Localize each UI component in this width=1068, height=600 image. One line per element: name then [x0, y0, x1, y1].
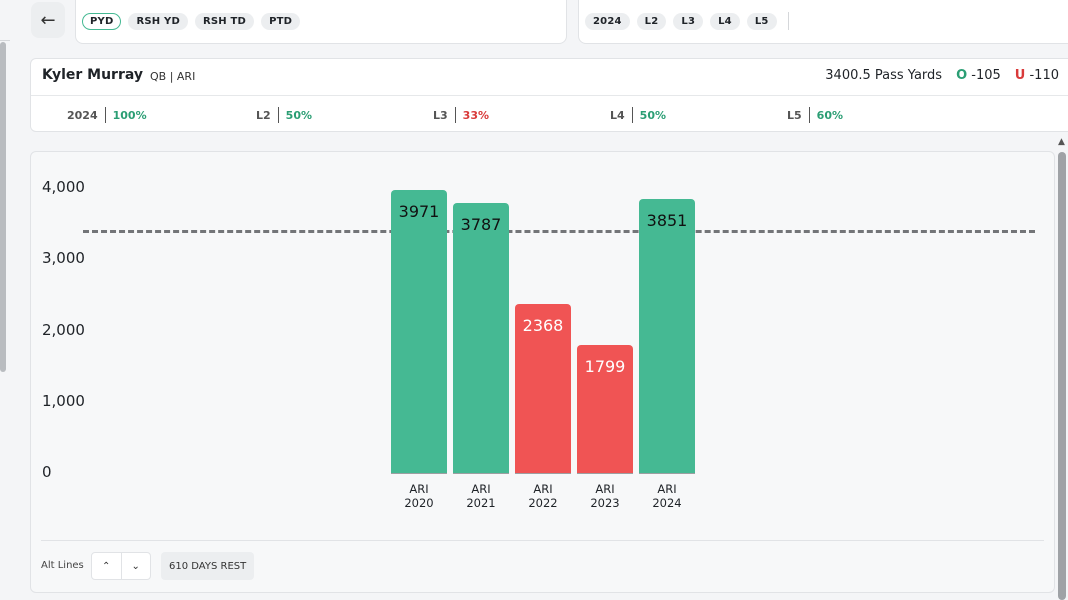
bar-value-label: 2368	[522, 316, 564, 336]
bar-value-label: 1799	[584, 356, 626, 376]
hit-rate-label: L4	[610, 108, 625, 122]
y-tick-label: 2,000	[42, 320, 85, 339]
y-tick-label: 3,000	[42, 249, 85, 268]
x-tick-year: 2021	[466, 496, 496, 510]
x-tick-year: 2020	[404, 496, 434, 510]
chart-card: 4,000 3,000 2,000 1,000 0 ARI 2020 ARI 2021 ARI 20…	[30, 151, 1055, 593]
back-button[interactable]: ←	[31, 2, 65, 38]
left-scrollbar[interactable]	[0, 42, 6, 372]
x-tick-label: ARI 2023	[575, 482, 635, 510]
hit-rate-l3: L3 33%	[433, 107, 489, 123]
over-odds[interactable]: O -105	[956, 68, 1001, 83]
hit-rate-label: 2024	[67, 108, 98, 122]
arrow-left-icon: ←	[40, 9, 56, 31]
hit-rate-value: 60%	[816, 108, 844, 122]
hit-rate-label: L2	[256, 108, 271, 122]
tab-l5[interactable]: L5	[746, 12, 777, 30]
rest-badge: 610 DAYS REST	[161, 552, 255, 580]
player-meta: QB | ARI	[150, 70, 196, 83]
hit-rate-label: L5	[787, 108, 802, 122]
tab-rsh-yd[interactable]: RSH YD	[128, 12, 188, 30]
bar-value-label: 3787	[460, 215, 502, 235]
x-tick-team: ARI	[533, 482, 553, 496]
tab-l2[interactable]: L2	[636, 12, 667, 30]
x-tick-label: ARI 2022	[513, 482, 573, 510]
x-tick-year: 2023	[590, 496, 620, 510]
hit-rate-l4: L4 50%	[610, 107, 666, 123]
hit-rate-separator	[631, 107, 633, 123]
bar-ari-2021[interactable]: 3787	[453, 203, 509, 473]
period-tabs: 2024 L2 L3 L4 L5	[579, 0, 1068, 43]
bar-value-label: 3971	[398, 202, 440, 222]
tab-pyd[interactable]: PYD	[82, 12, 122, 30]
y-tick-label: 0	[42, 463, 52, 481]
tab-divider	[787, 12, 789, 30]
bar-value-label: 3851	[646, 210, 688, 230]
bar-ari-2020[interactable]: 3971	[391, 190, 447, 473]
over-label: O	[956, 68, 968, 83]
bar-ari-2024[interactable]: 3851	[639, 198, 695, 473]
hit-rate-2024: 2024 100%	[67, 107, 147, 123]
period-tabs-panel: 2024 L2 L3 L4 L5	[578, 0, 1068, 44]
x-tick-team: ARI	[595, 482, 615, 496]
prop-line: 3400.5 Pass Yards O -105 U -110	[825, 68, 1059, 83]
x-tick-team: ARI	[471, 482, 491, 496]
tab-l4[interactable]: L4	[710, 12, 740, 30]
x-tick-label: ARI 2021	[451, 482, 511, 510]
bar-ari-2022[interactable]: 2368	[515, 304, 571, 473]
bar-ari-2023[interactable]: 1799	[577, 344, 633, 473]
hit-rate-separator	[277, 107, 279, 123]
x-tick-year: 2022	[528, 496, 558, 510]
stat-tabs: PYD RSH YD RSH TD PTD	[76, 0, 566, 43]
hit-rate-l2: L2 50%	[256, 107, 312, 123]
tab-rsh-td[interactable]: RSH TD	[194, 12, 255, 30]
hit-rate-l5: L5 60%	[787, 107, 843, 123]
over-odds-value: -105	[971, 68, 1001, 83]
stat-tabs-panel: PYD RSH YD RSH TD PTD	[75, 0, 567, 44]
hit-rate-separator	[104, 107, 106, 123]
chevron-down-icon[interactable]: ⌄	[120, 553, 151, 579]
alt-lines-stepper: ⌃ ⌄	[91, 552, 151, 580]
hit-rate-separator	[454, 107, 456, 123]
left-divider	[0, 40, 10, 41]
hit-rate-value: 50%	[639, 108, 667, 122]
tab-l3[interactable]: L3	[673, 12, 704, 30]
player-divider	[31, 95, 1068, 96]
x-tick-label: ARI 2020	[389, 482, 449, 510]
alt-lines-label: Alt Lines	[41, 560, 84, 571]
chart-footer-divider	[41, 540, 1044, 541]
x-tick-label: ARI 2024	[637, 482, 697, 510]
player-panel: Kyler Murray QB | ARI 3400.5 Pass Yards …	[30, 58, 1068, 132]
tab-2024[interactable]: 2024	[585, 12, 630, 30]
hit-rate-value: 33%	[462, 108, 490, 122]
x-tick-team: ARI	[657, 482, 677, 496]
x-tick-team: ARI	[409, 482, 429, 496]
x-tick-year: 2024	[652, 496, 682, 510]
under-odds[interactable]: U -110	[1015, 68, 1059, 83]
hit-rate-value: 100%	[112, 108, 147, 122]
y-tick-label: 1,000	[42, 391, 85, 410]
y-tick-label: 4,000	[42, 178, 85, 196]
player-name: Kyler Murray	[42, 67, 144, 83]
hit-rate-separator	[808, 107, 810, 123]
main-scrollbar[interactable]	[1058, 152, 1066, 600]
under-label: U	[1014, 68, 1026, 83]
scroll-up-icon[interactable]: ▲	[1058, 137, 1065, 147]
hit-rate-value: 50%	[285, 108, 313, 122]
prop-line-marker	[83, 229, 1035, 233]
hit-rate-label: L3	[433, 108, 448, 122]
chevron-up-icon[interactable]: ⌃	[102, 560, 111, 572]
tab-ptd[interactable]: PTD	[261, 12, 301, 30]
under-odds-value: -110	[1029, 68, 1059, 83]
prop-line-label: 3400.5 Pass Yards	[825, 68, 943, 83]
